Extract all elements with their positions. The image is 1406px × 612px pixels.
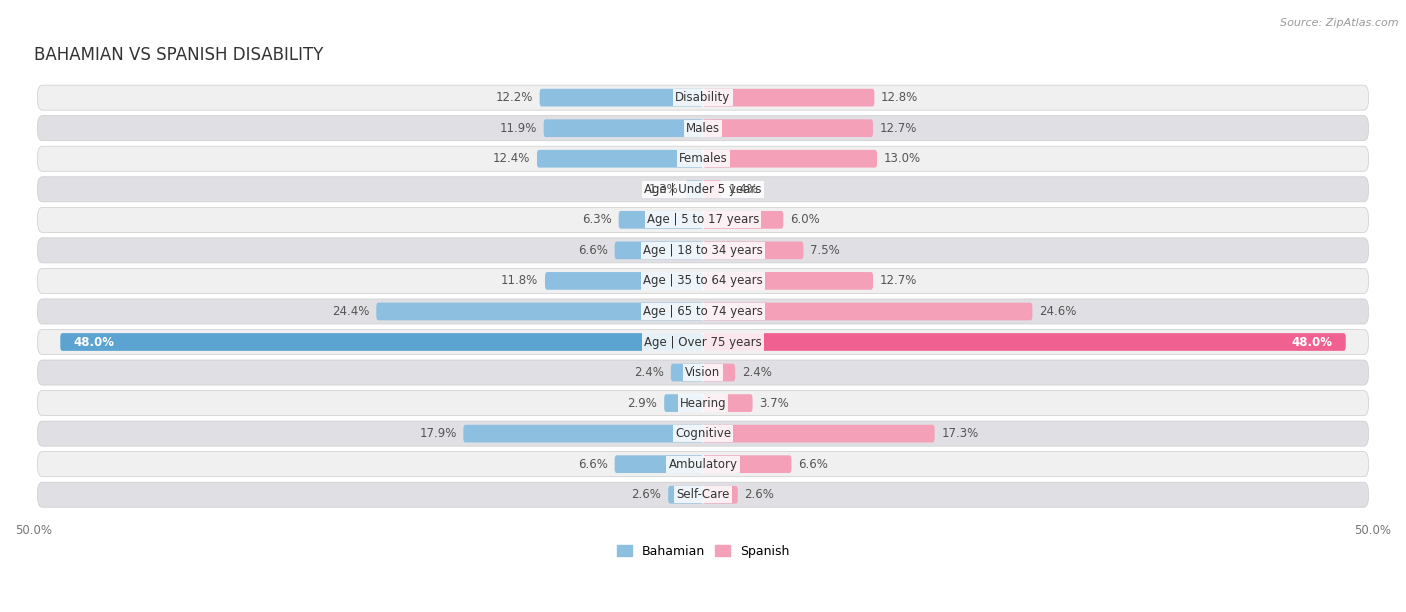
Text: 13.0%: 13.0% — [884, 152, 921, 165]
Text: 2.6%: 2.6% — [631, 488, 661, 501]
Text: 17.9%: 17.9% — [419, 427, 457, 440]
FancyBboxPatch shape — [703, 302, 1032, 320]
FancyBboxPatch shape — [686, 181, 703, 198]
Text: Age | Over 75 years: Age | Over 75 years — [644, 335, 762, 348]
FancyBboxPatch shape — [668, 486, 703, 504]
Text: Ambulatory: Ambulatory — [668, 458, 738, 471]
FancyBboxPatch shape — [38, 146, 1368, 171]
FancyBboxPatch shape — [703, 364, 735, 381]
Text: Age | Under 5 years: Age | Under 5 years — [644, 183, 762, 196]
FancyBboxPatch shape — [703, 150, 877, 168]
FancyBboxPatch shape — [38, 238, 1368, 263]
Text: Age | 65 to 74 years: Age | 65 to 74 years — [643, 305, 763, 318]
Text: 6.0%: 6.0% — [790, 214, 820, 226]
FancyBboxPatch shape — [377, 302, 703, 320]
Text: Males: Males — [686, 122, 720, 135]
FancyBboxPatch shape — [38, 116, 1368, 141]
FancyBboxPatch shape — [38, 329, 1368, 354]
FancyBboxPatch shape — [703, 333, 1346, 351]
FancyBboxPatch shape — [619, 211, 703, 229]
FancyBboxPatch shape — [38, 421, 1368, 446]
FancyBboxPatch shape — [703, 486, 738, 504]
Text: 48.0%: 48.0% — [73, 335, 115, 348]
FancyBboxPatch shape — [38, 269, 1368, 293]
Text: Disability: Disability — [675, 91, 731, 104]
FancyBboxPatch shape — [703, 211, 783, 229]
FancyBboxPatch shape — [671, 364, 703, 381]
Text: 12.2%: 12.2% — [495, 91, 533, 104]
FancyBboxPatch shape — [614, 455, 703, 473]
Text: Females: Females — [679, 152, 727, 165]
FancyBboxPatch shape — [38, 482, 1368, 507]
Text: Age | 35 to 64 years: Age | 35 to 64 years — [643, 274, 763, 288]
FancyBboxPatch shape — [38, 299, 1368, 324]
Text: Self-Care: Self-Care — [676, 488, 730, 501]
Text: Age | 18 to 34 years: Age | 18 to 34 years — [643, 244, 763, 257]
FancyBboxPatch shape — [703, 272, 873, 289]
Text: 2.9%: 2.9% — [627, 397, 658, 409]
Text: 24.4%: 24.4% — [332, 305, 370, 318]
FancyBboxPatch shape — [703, 119, 873, 137]
FancyBboxPatch shape — [703, 425, 935, 442]
FancyBboxPatch shape — [38, 177, 1368, 202]
FancyBboxPatch shape — [537, 150, 703, 168]
Text: 11.8%: 11.8% — [501, 274, 538, 288]
FancyBboxPatch shape — [703, 181, 721, 198]
Text: 1.4%: 1.4% — [728, 183, 758, 196]
Text: 3.7%: 3.7% — [759, 397, 789, 409]
FancyBboxPatch shape — [38, 390, 1368, 416]
Text: Age | 5 to 17 years: Age | 5 to 17 years — [647, 214, 759, 226]
FancyBboxPatch shape — [544, 119, 703, 137]
FancyBboxPatch shape — [38, 85, 1368, 110]
Text: 12.7%: 12.7% — [880, 122, 917, 135]
Text: 12.4%: 12.4% — [494, 152, 530, 165]
Text: 6.3%: 6.3% — [582, 214, 612, 226]
Legend: Bahamian, Spanish: Bahamian, Spanish — [612, 540, 794, 562]
FancyBboxPatch shape — [703, 455, 792, 473]
Text: 2.4%: 2.4% — [634, 366, 664, 379]
FancyBboxPatch shape — [38, 360, 1368, 385]
FancyBboxPatch shape — [60, 333, 703, 351]
Text: Cognitive: Cognitive — [675, 427, 731, 440]
FancyBboxPatch shape — [464, 425, 703, 442]
Text: 7.5%: 7.5% — [810, 244, 839, 257]
Text: 2.6%: 2.6% — [745, 488, 775, 501]
Text: 2.4%: 2.4% — [742, 366, 772, 379]
Text: 12.8%: 12.8% — [882, 91, 918, 104]
FancyBboxPatch shape — [703, 242, 803, 259]
Text: 11.9%: 11.9% — [499, 122, 537, 135]
Text: Source: ZipAtlas.com: Source: ZipAtlas.com — [1281, 18, 1399, 28]
FancyBboxPatch shape — [664, 394, 703, 412]
Text: BAHAMIAN VS SPANISH DISABILITY: BAHAMIAN VS SPANISH DISABILITY — [34, 46, 323, 64]
Text: 48.0%: 48.0% — [1291, 335, 1333, 348]
Text: 24.6%: 24.6% — [1039, 305, 1077, 318]
FancyBboxPatch shape — [38, 207, 1368, 233]
Text: 6.6%: 6.6% — [799, 458, 828, 471]
FancyBboxPatch shape — [540, 89, 703, 106]
Text: Hearing: Hearing — [679, 397, 727, 409]
FancyBboxPatch shape — [703, 89, 875, 106]
Text: 6.6%: 6.6% — [578, 244, 607, 257]
FancyBboxPatch shape — [546, 272, 703, 289]
Text: 6.6%: 6.6% — [578, 458, 607, 471]
Text: 1.3%: 1.3% — [650, 183, 679, 196]
Text: 12.7%: 12.7% — [880, 274, 917, 288]
Text: Vision: Vision — [685, 366, 721, 379]
FancyBboxPatch shape — [38, 452, 1368, 477]
FancyBboxPatch shape — [614, 242, 703, 259]
FancyBboxPatch shape — [703, 394, 752, 412]
Text: 17.3%: 17.3% — [942, 427, 979, 440]
